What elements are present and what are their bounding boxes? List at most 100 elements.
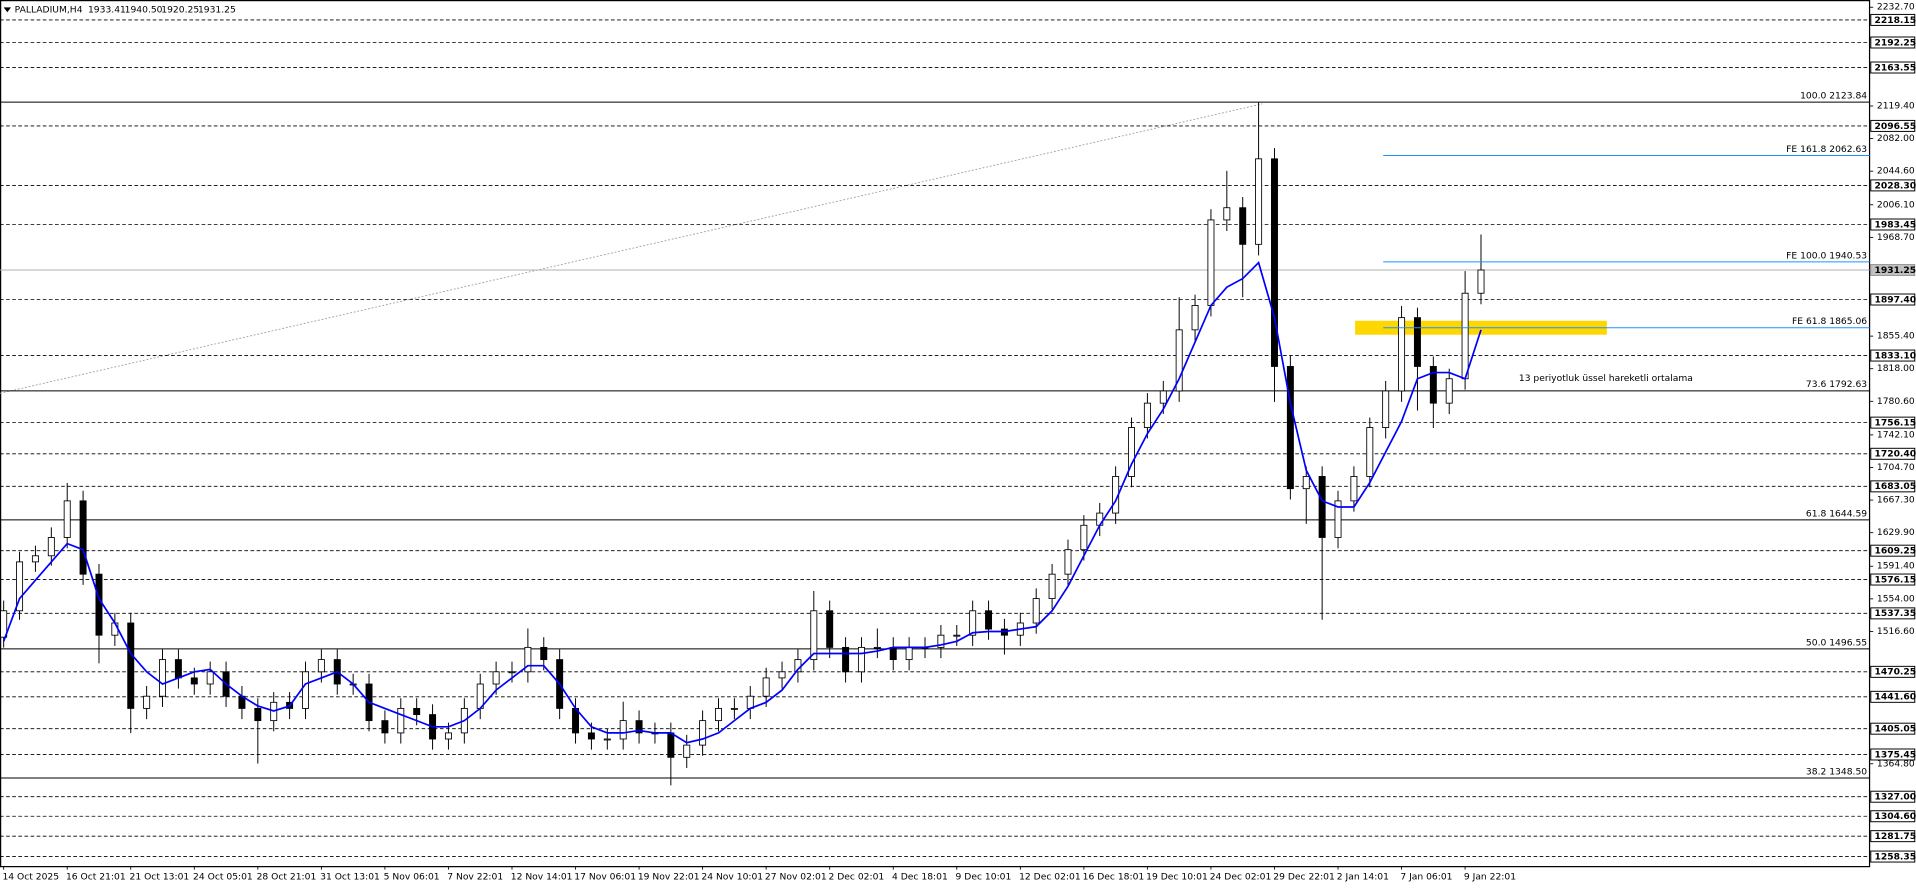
- candle-body: [1350, 476, 1358, 502]
- candle-body: [1239, 207, 1247, 245]
- x-tick-label: 2 Dec 02:01: [828, 872, 884, 883]
- level-label: 2192.25: [1874, 37, 1916, 48]
- y-tick-label: 2119.40: [1877, 100, 1915, 111]
- candle-body: [683, 744, 691, 758]
- candle-body: [79, 500, 87, 575]
- menu-triangle[interactable]: [3, 7, 11, 13]
- candle-body: [937, 634, 945, 648]
- x-tick-label: 7 Jan 06:01: [1400, 872, 1452, 883]
- header-value: 1931.25: [198, 4, 236, 15]
- level-label: 1258.35: [1874, 851, 1916, 862]
- header-value: 1940.50: [125, 4, 163, 15]
- level-label: 1470.25: [1874, 667, 1916, 678]
- candle-body: [635, 720, 643, 734]
- candle-body: [492, 671, 500, 685]
- candle-body: [826, 610, 834, 648]
- level-label: 1609.25: [1874, 546, 1916, 557]
- level-label: 1576.15: [1874, 574, 1916, 585]
- candle-body: [413, 707, 421, 716]
- candle-body: [778, 671, 786, 679]
- candle-body: [667, 732, 675, 758]
- level-label: 1756.15: [1874, 418, 1916, 429]
- x-tick-label: 31 Oct 13:01: [320, 872, 380, 883]
- level-label-box: [1870, 830, 1916, 843]
- candle-body: [715, 707, 722, 722]
- y-tick-label: 1554.00: [1877, 593, 1915, 604]
- candle-body: [1175, 329, 1183, 392]
- candle-body: [1366, 427, 1374, 477]
- level-label: 1281.75: [1874, 831, 1916, 842]
- candle-body: [1048, 573, 1056, 600]
- overlay-layer: FE 161.8 2062.63 FE 100.0 1940.53 FE 61.8 …: [2, 144, 1870, 744]
- candle-body: [810, 610, 818, 661]
- x-tick-label: 16 Dec 18:01: [1083, 872, 1145, 883]
- x-tick-label: 9 Jan 22:01: [1464, 872, 1516, 883]
- candle-body: [1080, 524, 1088, 551]
- x-tick-label: 9 Dec 10:01: [956, 872, 1012, 883]
- candle-body: [508, 671, 516, 674]
- header-value: 1920.25: [161, 4, 199, 15]
- level-label-box: [1870, 36, 1916, 49]
- candle-body: [985, 610, 993, 630]
- level-label: 2028.30: [1874, 180, 1916, 191]
- x-tick-label: 28 Oct 21:01: [257, 872, 317, 883]
- x-tick-label: 21 Oct 13:01: [130, 872, 190, 883]
- fibo-label: 100.0 2123.84: [1800, 91, 1867, 102]
- x-tick-label: 24 Nov 10:01: [701, 872, 763, 883]
- y-tick-label: 2006.10: [1877, 199, 1915, 210]
- candle-body: [969, 610, 977, 636]
- fibo-label: 38.2 1348.50: [1806, 766, 1867, 777]
- candle-body: [905, 646, 913, 661]
- level-label-box: [1870, 748, 1916, 761]
- candle-body: [1207, 219, 1215, 306]
- fibo-expansion-label: FE 100.0 1940.53: [1786, 250, 1867, 261]
- y-tick-label: 1629.90: [1877, 527, 1915, 538]
- level-label-box: [1870, 810, 1916, 823]
- candle-body: [857, 646, 865, 673]
- levels-layer: 100.0 2123.84 73.6 1792.63 61.8 1644.59 50.…: [0, 19, 1870, 857]
- y-tick-label: 1667.30: [1877, 495, 1915, 506]
- level-label: 1405.05: [1874, 724, 1916, 735]
- candle-body: [1159, 390, 1167, 404]
- candle-body: [762, 677, 770, 697]
- candle-body: [730, 707, 738, 710]
- x-tick-label: 12 Dec 02:01: [1019, 872, 1081, 883]
- x-tick-label: 5 Nov 06:01: [384, 872, 440, 883]
- candle-body: [842, 646, 850, 673]
- level-label-box: [1870, 544, 1916, 557]
- candle-body: [317, 659, 325, 673]
- y-tick-label: 1516.60: [1877, 626, 1915, 637]
- level-label-box: [1870, 690, 1916, 703]
- level-label: 1983.45: [1874, 219, 1916, 230]
- fibo-label: 50.0 1496.55: [1806, 637, 1867, 648]
- fibo-expansion-label: FE 61.8 1865.06: [1792, 316, 1867, 327]
- candle-body: [1255, 158, 1263, 245]
- x-tick-label: 12 Nov 14:01: [511, 872, 573, 883]
- symbol-title: PALLADIUM,H4: [15, 4, 83, 15]
- candle-body: [1286, 366, 1294, 490]
- candle-body: [1318, 476, 1326, 538]
- ema-line: [2, 261, 1482, 744]
- level-label-box: [1870, 349, 1916, 362]
- candle-body: [1064, 549, 1072, 575]
- y-tick-label: 1742.10: [1877, 429, 1915, 440]
- level-label: 2163.55: [1874, 62, 1916, 73]
- level-label: 1304.60: [1874, 811, 1916, 822]
- level-label-box: [1870, 416, 1916, 429]
- x-tick-label: 17 Nov 06:01: [574, 872, 636, 883]
- fibo-label: 73.6 1792.63: [1806, 379, 1867, 390]
- level-label: 2218.15: [1874, 15, 1916, 26]
- x-tick-label: 19 Nov 22:01: [638, 872, 700, 883]
- y-tick-label: 2044.60: [1877, 166, 1915, 177]
- y-tick-label: 1780.60: [1877, 396, 1915, 407]
- candle-body: [1223, 207, 1231, 221]
- x-tick-label: 19 Dec 10:01: [1146, 872, 1208, 883]
- candle-body: [1302, 476, 1310, 490]
- fibo-label: 61.8 1644.59: [1806, 508, 1867, 519]
- candle-body: [190, 677, 198, 685]
- x-tick-label: 14 Oct 2025: [2, 872, 59, 883]
- candle-body: [1032, 598, 1040, 624]
- candle-body: [1461, 292, 1469, 380]
